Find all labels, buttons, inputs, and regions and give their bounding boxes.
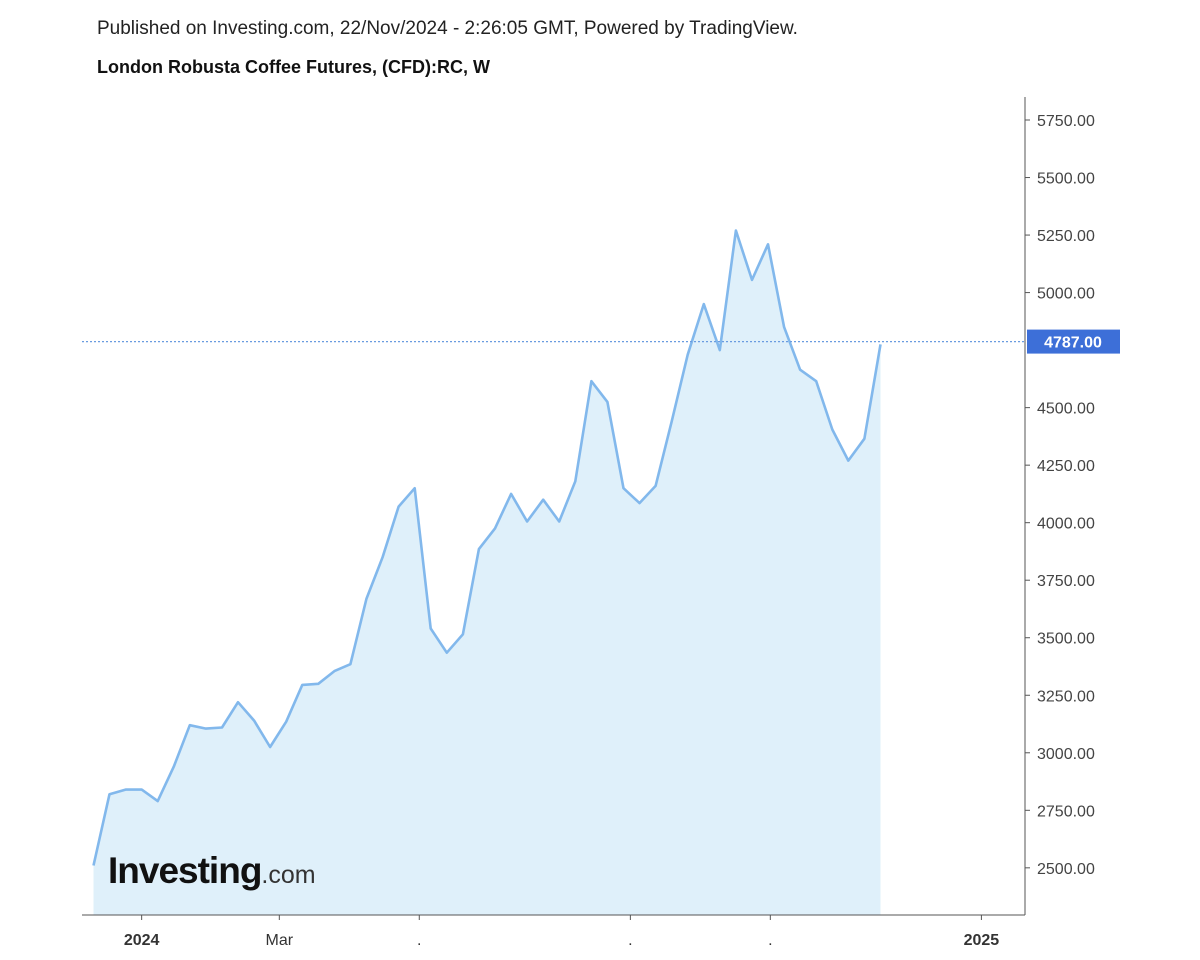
x-tick-label: . xyxy=(417,932,421,949)
data-point-2024-08-05 xyxy=(637,500,643,506)
data-point-2024-05-06 xyxy=(428,626,434,632)
data-point-2024-01-01 xyxy=(139,787,145,793)
data-point-2024-03-18 xyxy=(315,681,321,687)
area-fill xyxy=(93,230,881,915)
data-point-2024-01-29 xyxy=(203,726,209,732)
y-tick-label: 2500.00 xyxy=(1037,861,1095,878)
axes xyxy=(82,97,1026,916)
data-point-2024-10-14 xyxy=(797,367,803,373)
data-point-2024-02-05 xyxy=(219,725,225,731)
x-axis-ticks: 2024 Mar... 2025 xyxy=(124,915,999,949)
y-tick-label: 3000.00 xyxy=(1037,746,1095,763)
y-tick-label: 3500.00 xyxy=(1037,631,1095,648)
data-point-2024-05-27 xyxy=(476,546,482,552)
data-point-2024-01-08 xyxy=(155,798,161,804)
data-point-2024-03-04 xyxy=(283,719,289,725)
y-tick-label: 3250.00 xyxy=(1037,688,1095,705)
y-tick-label: 3750.00 xyxy=(1037,573,1095,590)
data-point-2024-11-11 xyxy=(861,436,867,442)
x-tick-label: . xyxy=(628,932,632,949)
data-point-2024-03-11 xyxy=(299,682,305,688)
data-point-2024-07-01 xyxy=(556,519,562,525)
data-point-2023-12-11 xyxy=(91,863,97,869)
logo-tld: .com xyxy=(261,861,316,889)
data-point-2024-05-20 xyxy=(460,631,466,637)
y-tick-label: 4500.00 xyxy=(1037,401,1095,418)
data-point-2024-08-12 xyxy=(653,483,659,489)
last-price-badge xyxy=(1027,329,1120,354)
data-point-2024-11-18 xyxy=(878,341,884,347)
data-point-2024-06-10 xyxy=(508,491,514,497)
data-point-2024-03-25 xyxy=(331,668,337,674)
y-tick-label: 5750.00 xyxy=(1037,113,1095,130)
data-point-2024-09-09 xyxy=(717,347,723,353)
data-point-2024-02-19 xyxy=(251,718,257,724)
y-tick-label: 4000.00 xyxy=(1037,516,1095,533)
data-point-2024-08-26 xyxy=(685,352,691,358)
y-tick-label: 5250.00 xyxy=(1037,228,1095,245)
data-point-2024-09-23 xyxy=(749,277,755,283)
data-point-2024-04-22 xyxy=(396,504,402,510)
data-point-2024-09-16 xyxy=(733,228,739,234)
logo-brand: Investing xyxy=(108,850,262,891)
data-point-2024-06-24 xyxy=(540,497,546,503)
data-point-2024-04-29 xyxy=(412,485,418,491)
last-price-label: 4787.00 xyxy=(1044,335,1102,352)
x-tick-label: 2024 xyxy=(124,932,160,949)
data-point-2024-04-15 xyxy=(380,554,386,560)
data-point-2024-08-19 xyxy=(669,418,675,424)
y-tick-label: 4250.00 xyxy=(1037,458,1095,475)
data-point-2024-10-28 xyxy=(829,427,835,433)
data-point-2024-01-15 xyxy=(171,764,177,770)
data-point-2024-07-15 xyxy=(588,378,594,384)
data-point-2024-04-08 xyxy=(364,596,370,602)
investing-logo: Investing.com xyxy=(108,850,316,892)
data-point-2024-10-07 xyxy=(781,324,787,330)
data-point-2024-04-01 xyxy=(347,661,353,667)
chart-title: London Robusta Coffee Futures, (CFD):RC,… xyxy=(97,57,490,77)
x-tick-label: . xyxy=(768,932,772,949)
data-point-2023-12-25 xyxy=(123,787,129,793)
data-point-2023-12-18 xyxy=(107,791,113,797)
price-line xyxy=(92,229,882,866)
x-tick-label: Mar xyxy=(266,932,294,949)
y-tick-label: 2750.00 xyxy=(1037,803,1095,820)
published-line: Published on Investing.com, 22/Nov/2024 … xyxy=(97,18,798,39)
y-tick-label: 5000.00 xyxy=(1037,286,1095,303)
data-point-2024-06-03 xyxy=(492,525,498,531)
data-point-2024-07-22 xyxy=(604,399,610,405)
data-point-2024-02-26 xyxy=(267,744,273,750)
y-tick-label: 5500.00 xyxy=(1037,171,1095,188)
last-price-group: 4787.00 xyxy=(1027,329,1120,354)
data-point-2024-01-22 xyxy=(187,722,193,728)
data-point-2024-06-17 xyxy=(524,519,530,525)
data-point-2024-10-21 xyxy=(813,378,819,384)
data-point-2024-09-30 xyxy=(765,241,771,247)
data-point-2024-02-12 xyxy=(235,699,241,705)
data-point-2024-07-08 xyxy=(572,478,578,484)
plot-area xyxy=(82,228,1025,915)
data-point-2024-09-02 xyxy=(701,301,707,307)
x-tick-label: 2025 xyxy=(964,932,1000,949)
data-point-2024-07-29 xyxy=(621,485,627,491)
data-point-2024-11-04 xyxy=(845,458,851,464)
y-axis-ticks: 2500.00 2750.00 3000.00 3250.00 3500.00 3750.… xyxy=(1025,113,1095,878)
data-point-2024-05-13 xyxy=(444,650,450,656)
